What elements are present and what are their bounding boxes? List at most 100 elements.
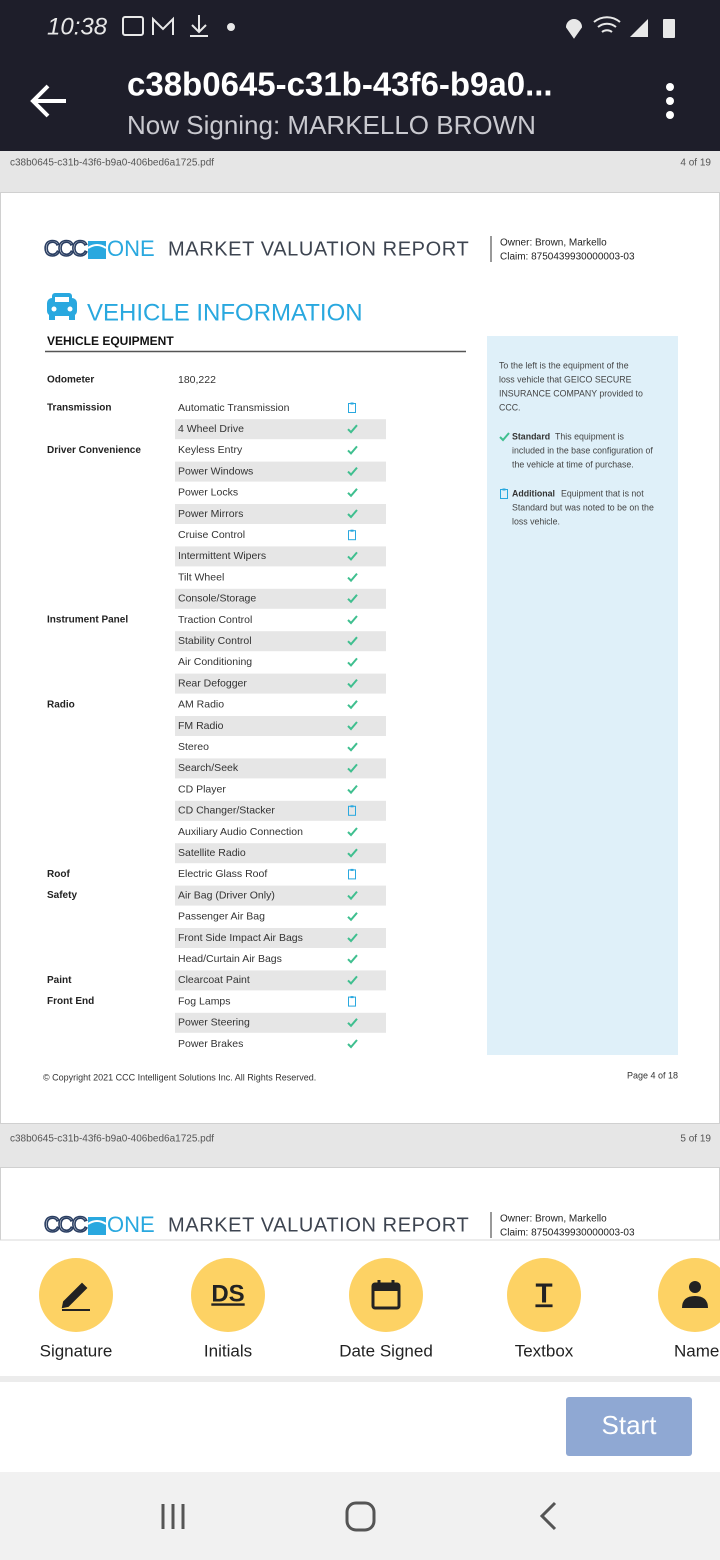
equipment-item: Air Bag (Driver Only)	[178, 889, 275, 901]
legend-line: loss vehicle.	[512, 516, 560, 526]
owner: Owner: Brown, Markello	[500, 238, 607, 249]
standard-icon	[347, 933, 358, 943]
equipment-item: Fog Lamps	[178, 995, 231, 1007]
equipment-item: Front Side Impact Air Bags	[178, 932, 303, 944]
standard-icon	[347, 1018, 358, 1028]
tool-label[interactable]: Date Signed	[339, 1341, 433, 1360]
equipment-item: Electric Glass Roof	[178, 868, 267, 880]
nav-bar	[0, 1472, 720, 1560]
logo-right: ONE	[107, 236, 155, 261]
section-title: VEHICLE INFORMATION	[87, 299, 363, 326]
divider	[0, 1376, 720, 1382]
back-button[interactable]	[30, 84, 66, 118]
tool-icon	[689, 1281, 701, 1293]
overflow-menu[interactable]	[666, 83, 674, 119]
row-label: Transmission	[47, 403, 111, 414]
row-label: Driver Convenience	[47, 445, 141, 456]
page-content: CCC ONE MARKET VALUATION REPORT Owner: Brow…	[43, 1211, 635, 1239]
logo-mark	[87, 1220, 107, 1225]
standard-icon	[347, 700, 358, 710]
car-icon	[51, 306, 57, 312]
equipment-item: CD Changer/Stacker	[178, 805, 275, 817]
standard-icon	[347, 848, 358, 858]
legend-line: Standard but was noted to be on the	[512, 502, 654, 512]
legend-term: Standard	[512, 431, 550, 441]
standard-icon	[347, 615, 358, 625]
owner: Owner: Brown, Markello	[500, 1214, 607, 1225]
standard-icon	[347, 551, 358, 561]
additional-icon	[350, 868, 354, 871]
standard-icon	[347, 488, 358, 498]
tool-label[interactable]: Name	[674, 1341, 719, 1360]
page-footer: Page 4 of 18	[627, 1070, 678, 1080]
page-number: 4 of 19	[680, 158, 711, 169]
info-panel	[487, 336, 678, 1055]
tool-button[interactable]	[658, 1258, 720, 1332]
page-content: CCC ONE MARKET VALUATION REPORT Owner: Brow…	[43, 235, 678, 1082]
standard-icon	[347, 763, 358, 773]
note-line: To the left is the equipment of the	[499, 360, 629, 370]
claim: Claim: 8750439930000003-03	[500, 252, 635, 263]
row-label: Roof	[47, 869, 70, 880]
tool-label[interactable]: Initials	[204, 1341, 252, 1360]
legend-line: This equipment is	[555, 431, 625, 441]
equipment-item: 4 Wheel Drive	[178, 423, 244, 435]
standard-icon	[347, 678, 358, 689]
equipment-item: Stereo	[178, 741, 209, 753]
standard-icon	[347, 657, 358, 667]
standard-icon	[347, 594, 358, 604]
subsection-title: VEHICLE EQUIPMENT	[47, 334, 174, 348]
file-name: c38b0645-c31b-43f6-b9a0-406bed6a1725.pdf	[10, 1134, 214, 1145]
tool-button[interactable]	[191, 1258, 265, 1332]
tool-icon	[61, 1282, 90, 1311]
car-icon	[67, 306, 73, 312]
equipment-item: Passenger Air Bag	[178, 911, 265, 923]
tool-icon-text: T	[535, 1277, 552, 1308]
equipment-item: Power Locks	[178, 487, 238, 499]
tool-button[interactable]	[349, 1258, 423, 1332]
standard-icon	[347, 424, 358, 434]
standard-icon	[347, 827, 358, 837]
row-label: Odometer	[47, 375, 94, 386]
row-shade	[175, 461, 386, 482]
logo-mark	[88, 241, 106, 259]
tool-list: Signature DS Initials Date Signed T Textbox Na…	[39, 1258, 720, 1360]
equipment-item: Automatic Transmission	[178, 402, 290, 414]
document-title: c38b0645-c31b-43f6-b9a0...	[127, 66, 553, 103]
equipment-item: FM Radio	[178, 720, 224, 732]
logo-mark	[88, 1217, 106, 1235]
equipment-item: Air Conditioning	[178, 656, 252, 668]
tool-button[interactable]	[507, 1258, 581, 1332]
standard-icon	[347, 445, 358, 455]
standard-icon	[347, 466, 358, 477]
standard-icon	[347, 975, 358, 985]
additional-icon	[350, 402, 354, 405]
tool-label[interactable]: Signature	[40, 1341, 113, 1360]
car-icon	[49, 315, 55, 320]
nav-buttons[interactable]	[161, 1501, 557, 1532]
equipment-item: Power Windows	[178, 465, 253, 477]
note-line: INSURANCE COMPANY provided to	[499, 388, 643, 398]
file-name: c38b0645-c31b-43f6-b9a0-406bed6a1725.pdf	[10, 158, 214, 169]
equipment-item: Satellite Radio	[178, 847, 246, 859]
standard-icon	[347, 954, 358, 964]
start-button-label[interactable]: Start	[602, 1410, 658, 1440]
standard-icon	[499, 432, 510, 442]
tool-label[interactable]: Textbox	[515, 1341, 574, 1360]
status-icons	[122, 15, 675, 39]
row-shade	[175, 843, 386, 864]
equipment-item: Traction Control	[178, 614, 252, 626]
logo-mark	[87, 244, 107, 249]
equipment-item: Tilt Wheel	[178, 571, 224, 583]
equipment-item: Auxiliary Audio Connection	[178, 826, 303, 838]
start-button[interactable]	[566, 1397, 692, 1456]
equipment-item: CD Player	[178, 783, 226, 795]
row-shade	[175, 928, 386, 948]
additional-icon	[350, 529, 354, 532]
equipment-item: Console/Storage	[178, 593, 256, 605]
row-shade	[175, 419, 386, 440]
additional-icon	[502, 488, 506, 491]
standard-icon	[347, 721, 358, 731]
copyright: © Copyright 2021 CCC Intelligent Solutio…	[43, 1072, 316, 1082]
